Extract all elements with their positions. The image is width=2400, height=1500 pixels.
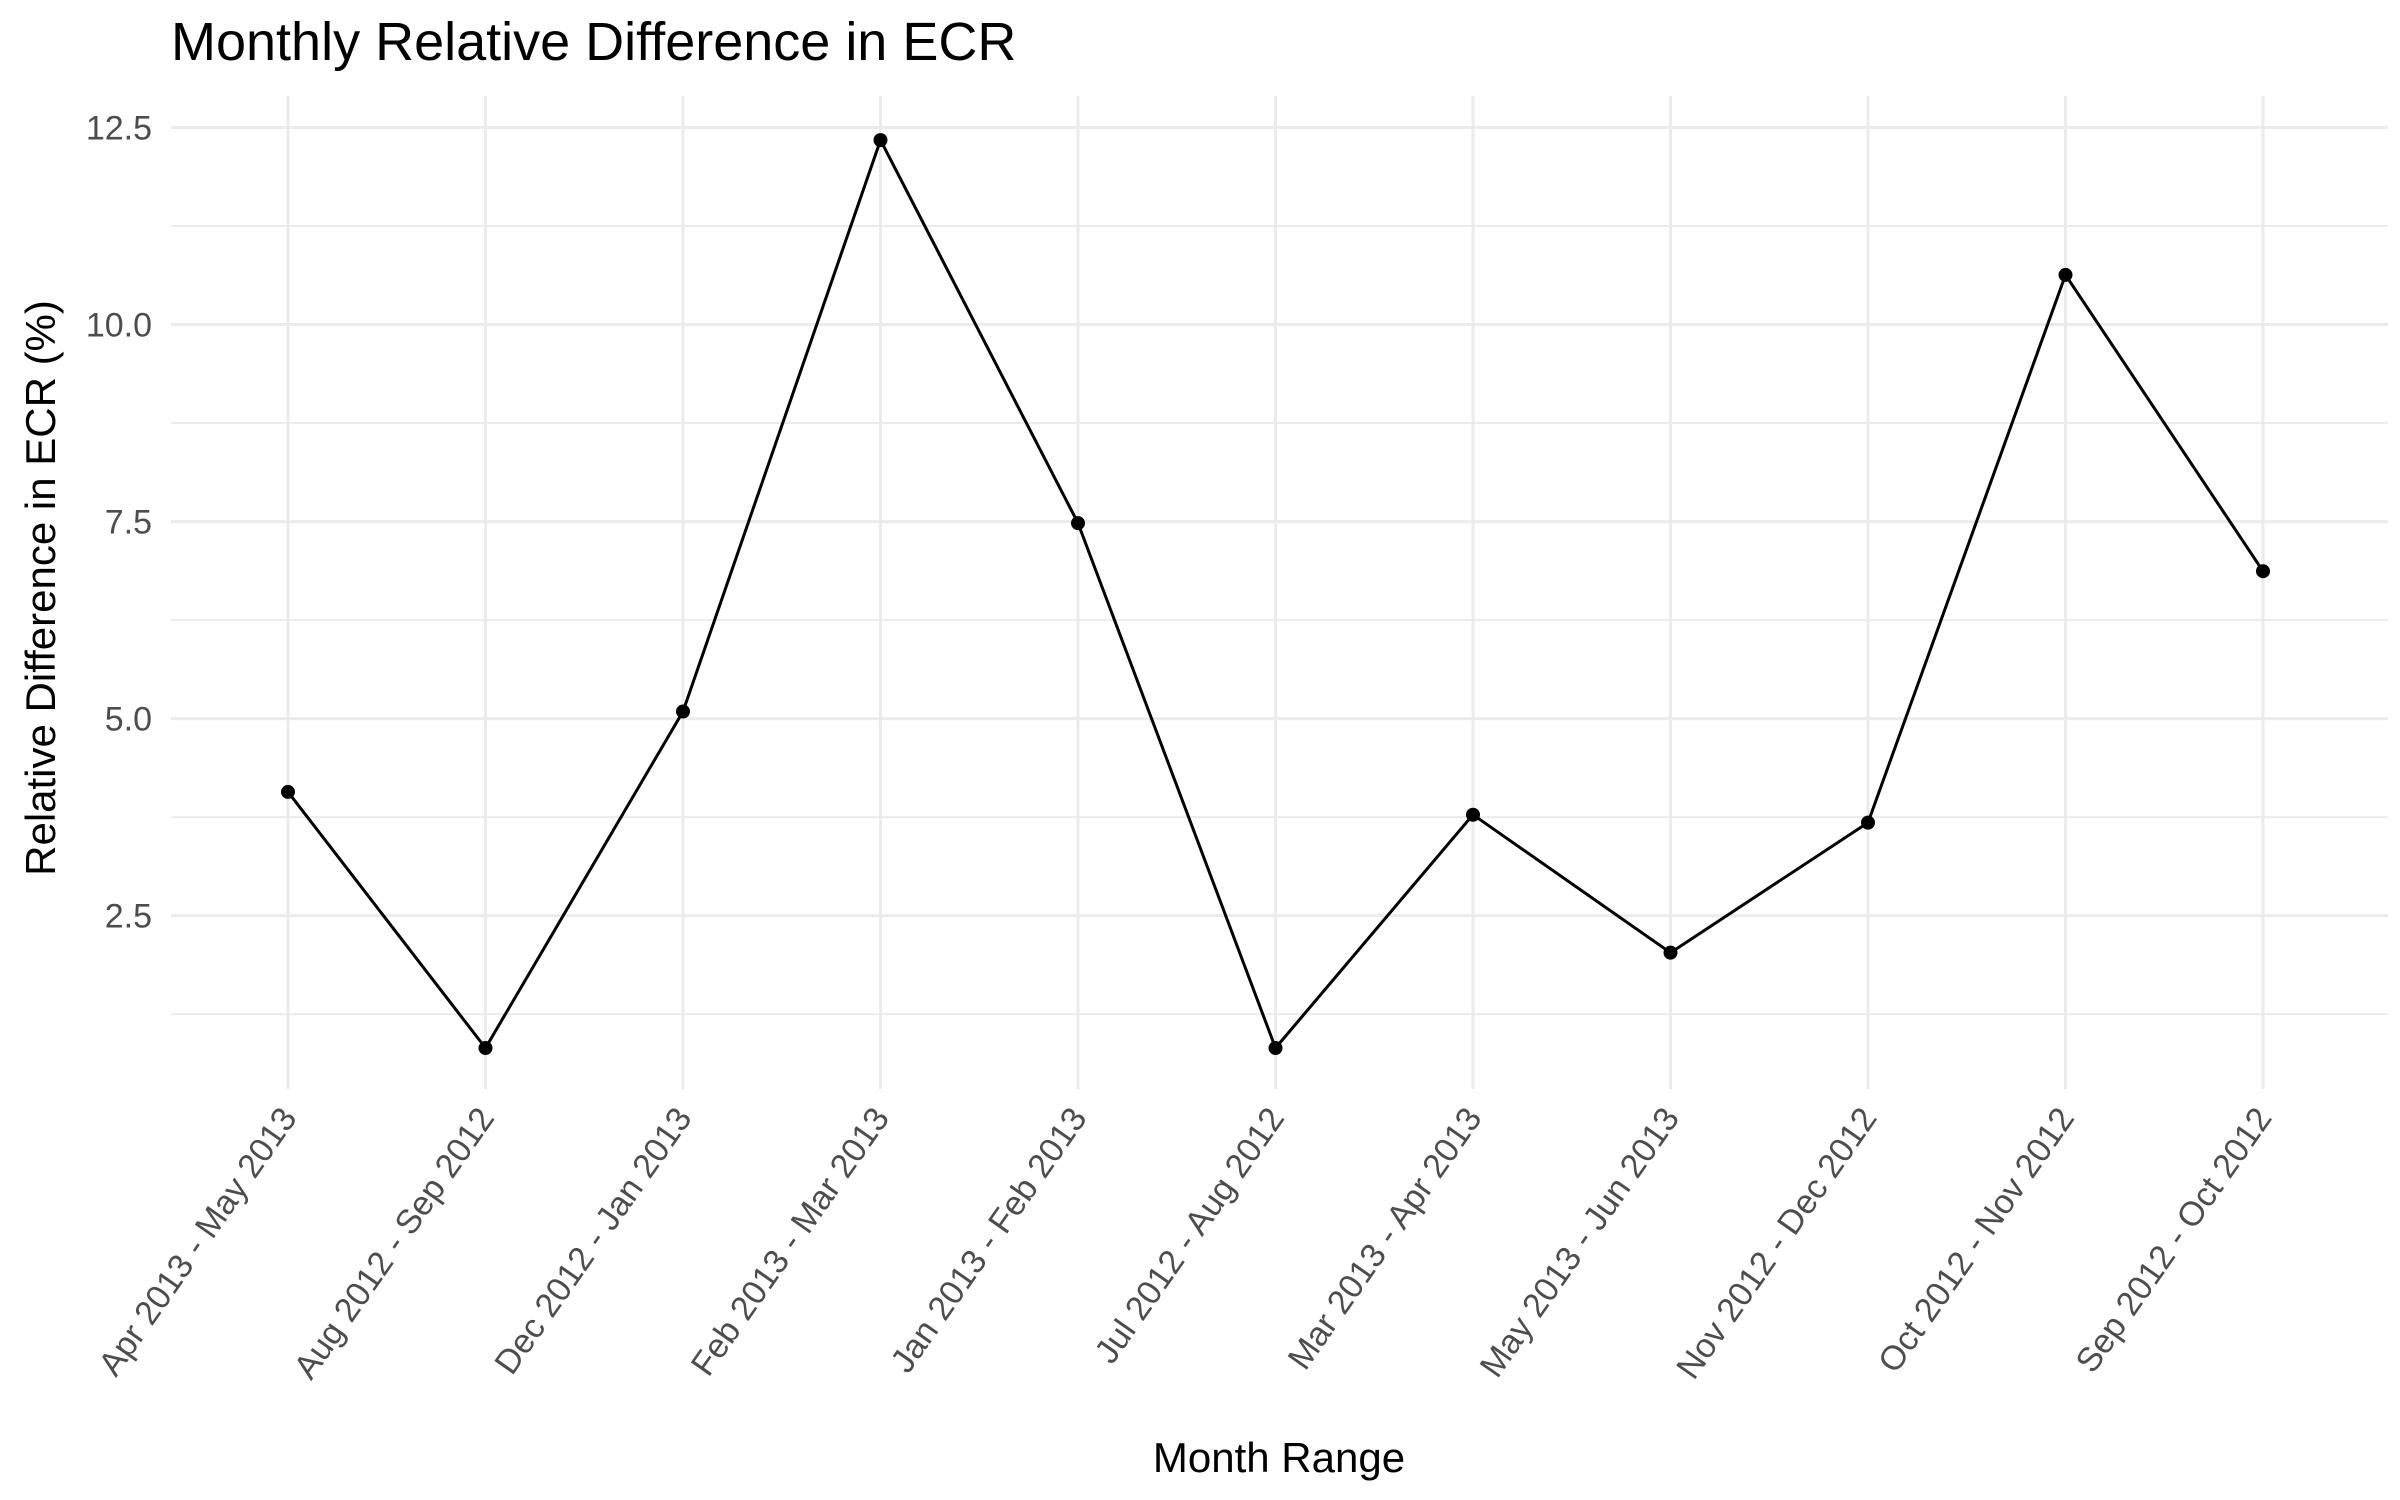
- x-tick-label: May 2013 - Jun 2013: [1473, 1101, 1687, 1384]
- data-point: [478, 1041, 493, 1056]
- grid: [171, 96, 2388, 1089]
- data-point: [1071, 516, 1085, 531]
- data-point: [1268, 1041, 1283, 1056]
- y-tick-label: 10.0: [86, 307, 152, 345]
- y-axis-title: Relative Difference in ECR (%): [17, 300, 64, 876]
- y-tick-label: 5.0: [105, 701, 152, 739]
- x-tick-label: Apr 2013 - May 2013: [91, 1101, 304, 1383]
- y-tick-label: 2.5: [105, 898, 152, 936]
- data-point: [676, 704, 690, 719]
- chart-title: Monthly Relative Difference in ECR: [171, 12, 1016, 72]
- x-tick-label: Oct 2012 - Nov 2012: [1871, 1101, 2082, 1380]
- x-tick-label: Jul 2012 - Aug 2012: [1087, 1101, 1292, 1371]
- x-tick-label: Feb 2013 - Mar 2013: [684, 1101, 897, 1383]
- y-tick-label: 7.5: [105, 504, 152, 542]
- x-tick-label: Dec 2012 - Jan 2013: [487, 1101, 699, 1381]
- data-point: [1861, 815, 1875, 830]
- data-point: [873, 133, 888, 148]
- data-point: [2058, 267, 2073, 282]
- data-point: [1466, 807, 1480, 822]
- y-tick-label: 12.5: [86, 110, 152, 148]
- x-axis-title: Month Range: [1153, 1434, 1405, 1481]
- data-point: [2256, 564, 2270, 579]
- x-tick-label: Aug 2012 - Sep 2012: [287, 1101, 502, 1386]
- x-tick-label: Nov 2012 - Dec 2012: [1669, 1101, 1884, 1386]
- data-point: [1663, 945, 1678, 960]
- x-tick-label: Sep 2012 - Oct 2012: [2068, 1101, 2279, 1380]
- data-point: [281, 784, 295, 799]
- data-points: [281, 133, 2270, 1056]
- x-tick-label: Jan 2013 - Feb 2013: [883, 1101, 1094, 1380]
- y-axis-tick-labels: 2.5 5.0 7.5 10.0 12.5: [86, 110, 152, 936]
- x-tick-label: Mar 2013 - Apr 2013: [1281, 1101, 1490, 1377]
